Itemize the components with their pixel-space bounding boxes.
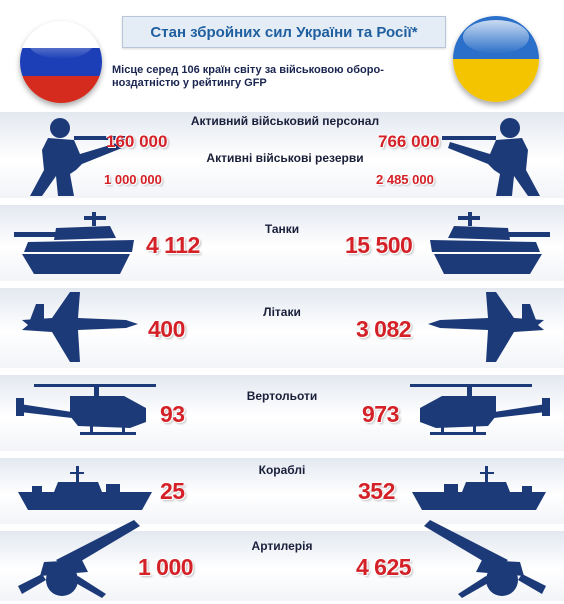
ranking-subtitle-text: Місце серед 106 країн світу за військово… xyxy=(112,64,384,89)
tanks-left-value: 4 112 xyxy=(146,232,200,258)
warship-icon-right xyxy=(412,466,546,510)
howitzer-icon xyxy=(18,520,140,598)
helicopter-icon xyxy=(16,384,156,435)
helicopters-right-value: 973 xyxy=(362,401,399,427)
aircraft-label: Літаки xyxy=(263,305,301,319)
fighter-jet-icon xyxy=(22,292,138,362)
aircraft-right-value: 3 082 xyxy=(356,316,412,342)
soldier-icon-right xyxy=(442,118,540,196)
ships-left-value: 25 xyxy=(160,478,185,504)
ukraine-flag-icon xyxy=(453,16,539,102)
reserves-left-value: 1 000 000 xyxy=(104,172,162,187)
page-title: Стан збройних сил України та Росії* xyxy=(122,16,446,48)
personnel-label: Активний військовий персонал xyxy=(190,114,380,128)
artillery-label: Артилерія xyxy=(251,539,313,553)
tanks-right-value: 15 500 xyxy=(345,232,413,258)
reserves-label: Активні військові резерви xyxy=(206,151,364,165)
howitzer-icon-right xyxy=(424,520,546,598)
ranking-subtitle: Місце серед 106 країн світу за військово… xyxy=(112,64,457,90)
artillery-right-value: 4 625 xyxy=(356,554,412,580)
tanks-label: Танки xyxy=(264,222,300,236)
tank-icon xyxy=(14,212,134,274)
ships-label: Кораблі xyxy=(258,463,306,477)
tank-icon-right xyxy=(430,212,550,274)
personnel-left-value: 160 000 xyxy=(106,132,168,151)
personnel-right-value: 766 000 xyxy=(378,132,440,151)
fighter-jet-icon-right xyxy=(428,292,544,362)
aircraft-left-value: 400 xyxy=(148,316,185,342)
artillery-left-value: 1 000 xyxy=(138,554,194,580)
ships-right-value: 352 xyxy=(358,478,395,504)
warship-icon xyxy=(18,466,152,510)
helicopters-left-value: 93 xyxy=(160,401,185,427)
helicopters-label: Вертольоти xyxy=(246,389,318,403)
russia-flag-icon xyxy=(20,21,102,103)
reserves-right-value: 2 485 000 xyxy=(376,172,434,187)
helicopter-icon-right xyxy=(410,384,550,435)
soldier-icon xyxy=(30,118,128,196)
